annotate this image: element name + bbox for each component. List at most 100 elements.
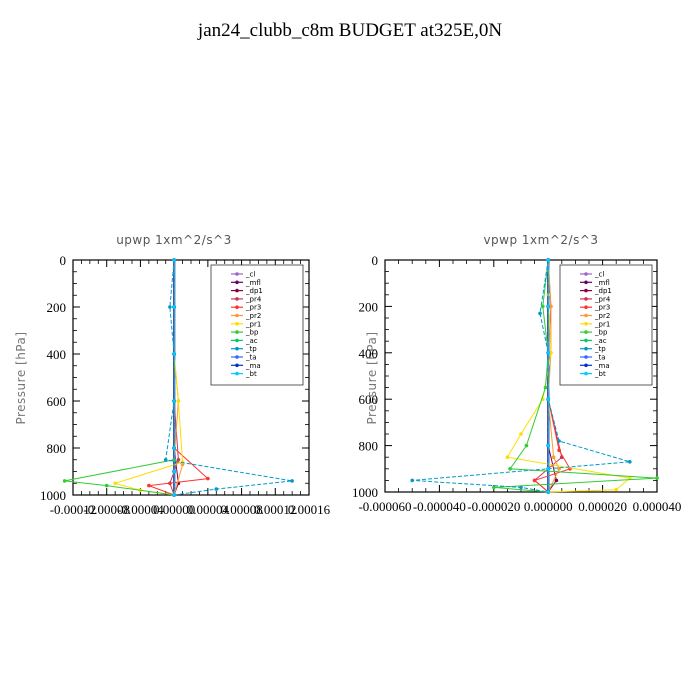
data-point-pr4 <box>176 458 181 462</box>
legend-marker <box>584 313 588 318</box>
y-tick-label: 600 <box>359 392 379 407</box>
legend-box <box>559 264 653 386</box>
data-point-pr1 <box>505 455 510 460</box>
data-point-bt <box>546 258 550 262</box>
legend-marker <box>584 322 588 326</box>
legend-label: _pr1 <box>245 320 261 328</box>
legend-marker <box>235 313 239 318</box>
data-point-pr1 <box>628 476 632 480</box>
legend-label: _mfl <box>594 279 610 287</box>
legend-label: _pr3 <box>594 304 610 312</box>
legend-label: _pr2 <box>594 312 610 320</box>
legend-label: _pr3 <box>245 304 261 312</box>
legend-label: _ac <box>594 337 607 345</box>
legend-marker <box>235 371 239 376</box>
legend-label: _cl <box>245 271 255 279</box>
data-point-pr3 <box>532 478 537 483</box>
data-point-tp <box>519 485 523 490</box>
legend-marker <box>584 288 588 293</box>
legend-label: _bt <box>245 370 257 378</box>
data-point-bt <box>546 443 550 448</box>
y-tick-label: 0 <box>60 253 67 268</box>
legend-label: _ta <box>245 354 257 362</box>
data-point-bt <box>546 304 550 309</box>
legend-label: _pr4 <box>245 295 262 303</box>
series-line-tp <box>165 259 293 496</box>
x-tick-label: 0.000020 <box>578 499 627 514</box>
data-point-dp1 <box>554 478 559 483</box>
legend-marker <box>235 280 239 285</box>
legend-label: _pr4 <box>594 295 611 303</box>
legend-marker <box>584 297 588 301</box>
data-point-bp <box>62 479 67 483</box>
data-point-bt <box>546 467 550 471</box>
legend-label: _bt <box>594 370 606 378</box>
panel-title-vpwp: vpwp 1xm^2/s^3 <box>483 233 598 247</box>
legend-marker <box>235 346 239 351</box>
legend-marker <box>235 288 239 293</box>
legend-label: _ta <box>594 354 606 362</box>
data-point-tp <box>538 311 542 316</box>
x-tick-label: -0.00012 <box>50 502 97 517</box>
data-point-tp <box>410 478 415 483</box>
legend-marker <box>584 280 588 285</box>
data-point-pr1 <box>176 399 181 403</box>
legend-label: _tp <box>245 345 257 353</box>
y-tick-label: 0 <box>372 253 379 268</box>
legend-marker <box>235 355 239 359</box>
data-point-bt <box>172 399 176 403</box>
legend-marker <box>584 338 588 343</box>
legend-marker <box>235 272 239 276</box>
x-tick-label: 0.00000 <box>153 502 195 517</box>
x-tick-label: 0.00016 <box>288 502 331 517</box>
panel-vpwp: vpwp 1xm^2/s^3 Pressure [hPa] 0 200 400 600… <box>352 233 681 514</box>
y-tick-label: 800 <box>359 439 379 454</box>
data-point-tp <box>214 487 219 491</box>
legend-label: _cl <box>594 271 604 279</box>
x-tick-label: -0.000040 <box>413 499 466 514</box>
legend-marker <box>584 272 588 276</box>
series-line-bp <box>64 260 175 496</box>
legend-marker <box>235 363 239 368</box>
legend-label: _dp1 <box>594 287 612 295</box>
data-point-pr1 <box>519 432 523 436</box>
legend-marker <box>235 322 239 326</box>
data-point-bp <box>524 443 529 448</box>
data-point-bt <box>546 397 550 402</box>
data-point-bt <box>172 305 176 309</box>
data-point-tp <box>557 439 561 443</box>
data-point-tp <box>163 458 168 462</box>
legend-label: _dp1 <box>245 287 263 295</box>
data-point-bt <box>172 493 176 497</box>
y-axis-label-vpwp: Pressure [hPa] <box>365 331 379 424</box>
legend-marker <box>584 346 588 351</box>
data-point-pr1 <box>549 351 553 355</box>
data-point-bt <box>172 469 176 474</box>
legend-label: _bp <box>594 329 608 337</box>
data-point-pr2 <box>549 304 553 309</box>
legend-marker <box>584 305 588 310</box>
y-tick-label: 1000 <box>40 488 66 503</box>
y-axis-label-upwp: Pressure [hPa] <box>14 331 28 424</box>
legend-marker <box>235 338 239 343</box>
data-point-bp <box>655 476 659 480</box>
data-point-tp <box>290 479 294 483</box>
data-point-bt <box>546 490 550 494</box>
y-tick-label: 1000 <box>352 485 378 500</box>
data-point-bp <box>104 483 109 488</box>
x-tick-label: 0.000040 <box>633 499 682 514</box>
x-tick-label: 0.00012 <box>254 502 296 517</box>
y-tick-label: 400 <box>359 346 379 361</box>
data-point-bp <box>492 485 496 490</box>
x-tick-label: -0.000060 <box>358 499 411 514</box>
data-point-pr3 <box>206 476 210 481</box>
legend-label: _bp <box>245 329 259 337</box>
data-point-pr3 <box>557 448 561 453</box>
data-point-tp <box>628 460 632 464</box>
legend-marker <box>584 355 588 359</box>
x-tick-label: -0.00008 <box>83 502 130 517</box>
x-tick-label: -0.00004 <box>117 502 164 517</box>
panel-upwp: upwp 1xm^2/s^3 Pressure [hPa] 0 200 400 600… <box>14 233 331 517</box>
legend-marker <box>584 363 588 368</box>
